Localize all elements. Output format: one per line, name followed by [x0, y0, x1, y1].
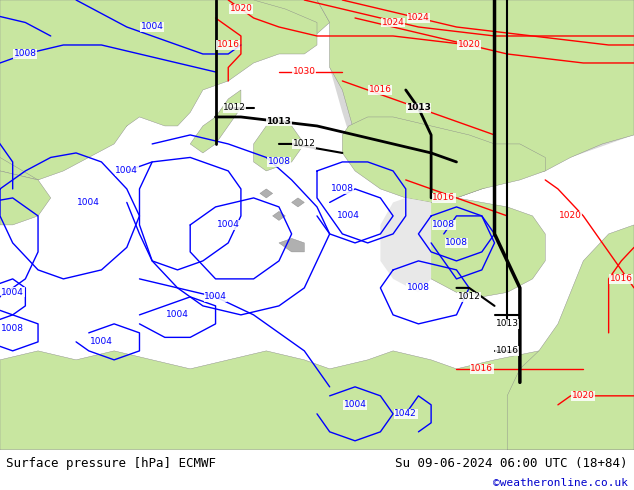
Text: 1004: 1004 [77, 198, 100, 207]
Text: 1012: 1012 [293, 140, 316, 148]
Polygon shape [0, 0, 317, 180]
Text: 1016: 1016 [470, 365, 493, 373]
Text: 1020: 1020 [572, 392, 595, 400]
Polygon shape [190, 90, 241, 153]
Polygon shape [0, 0, 330, 180]
Text: 1016: 1016 [496, 346, 519, 355]
Text: 1004: 1004 [90, 337, 113, 346]
Text: 1004: 1004 [204, 293, 227, 301]
Polygon shape [0, 351, 634, 450]
Polygon shape [330, 0, 634, 198]
Text: 1008: 1008 [268, 157, 290, 167]
Text: Surface pressure [hPa] ECMWF: Surface pressure [hPa] ECMWF [6, 457, 216, 470]
Text: 1008: 1008 [407, 283, 430, 293]
Text: ©weatheronline.co.uk: ©weatheronline.co.uk [493, 478, 628, 488]
Text: 1016: 1016 [217, 41, 240, 49]
Polygon shape [418, 198, 545, 297]
Text: 1016: 1016 [610, 274, 633, 283]
Text: 1008: 1008 [432, 220, 455, 229]
Polygon shape [317, 0, 634, 202]
Text: 1030: 1030 [293, 68, 316, 76]
Polygon shape [0, 171, 51, 225]
Text: 1024: 1024 [382, 18, 404, 27]
Polygon shape [260, 189, 273, 198]
Polygon shape [279, 239, 304, 252]
Text: 1013: 1013 [406, 103, 431, 113]
Text: 1008: 1008 [14, 49, 37, 58]
Text: 1008: 1008 [1, 324, 24, 333]
Text: 1020: 1020 [559, 211, 582, 220]
Polygon shape [507, 225, 634, 450]
Text: 1004: 1004 [217, 220, 240, 229]
Text: 1004: 1004 [166, 310, 189, 319]
Polygon shape [273, 211, 285, 220]
Text: 1013: 1013 [266, 117, 292, 126]
Text: 1020: 1020 [230, 4, 252, 14]
Polygon shape [342, 117, 545, 202]
Polygon shape [292, 198, 304, 207]
Text: 1008: 1008 [445, 239, 468, 247]
Text: Su 09-06-2024 06:00 UTC (18+84): Su 09-06-2024 06:00 UTC (18+84) [395, 457, 628, 470]
Text: 1020: 1020 [458, 41, 481, 49]
Text: 1004: 1004 [337, 211, 360, 220]
Text: 1004: 1004 [344, 400, 366, 409]
Polygon shape [254, 117, 304, 171]
Text: 1024: 1024 [407, 14, 430, 23]
Polygon shape [89, 0, 203, 68]
Text: 1008: 1008 [331, 184, 354, 194]
Text: 1042: 1042 [394, 409, 417, 418]
Text: 1004: 1004 [141, 23, 164, 31]
Text: 1016: 1016 [432, 194, 455, 202]
Text: 1012: 1012 [223, 103, 246, 113]
Text: 1012: 1012 [458, 293, 481, 301]
Text: 1016: 1016 [369, 85, 392, 95]
Text: 1013: 1013 [496, 319, 519, 328]
Polygon shape [380, 198, 431, 293]
Text: 1004: 1004 [115, 167, 138, 175]
Text: 1004: 1004 [1, 288, 24, 297]
